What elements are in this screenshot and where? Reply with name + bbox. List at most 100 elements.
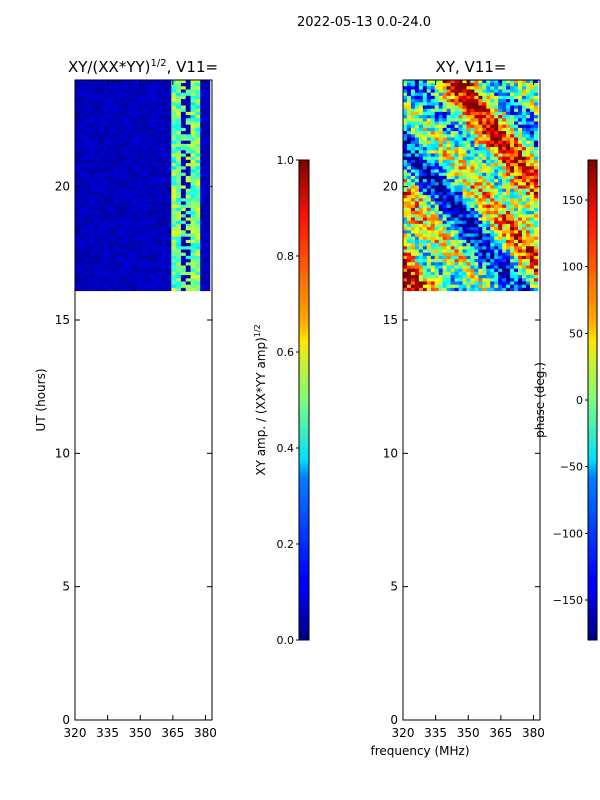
heatmap-cell xyxy=(156,114,163,119)
heatmap-cell xyxy=(161,258,167,263)
heatmap-cell xyxy=(462,204,467,208)
heatmap-cell xyxy=(137,261,143,266)
heatmap-cell xyxy=(442,220,448,224)
heatmap-cell xyxy=(171,226,177,231)
heatmap-cell xyxy=(142,255,148,260)
heatmap-cell xyxy=(403,101,408,106)
heatmap-cell xyxy=(418,229,424,234)
heatmap-cell xyxy=(486,271,491,276)
heatmap-cell xyxy=(518,197,523,202)
heatmap-cell xyxy=(142,175,148,180)
heatmap-cell xyxy=(99,169,105,173)
heatmap-cell xyxy=(470,137,475,141)
heatmap-cell xyxy=(414,229,420,234)
heatmap-cell xyxy=(176,191,182,196)
heatmap-cell xyxy=(84,239,90,244)
heatmap-cell xyxy=(152,258,158,263)
heatmap-cell xyxy=(185,124,191,128)
heatmap-cell xyxy=(99,233,105,237)
heatmap-cell xyxy=(137,178,143,183)
heatmap-cell xyxy=(474,149,479,154)
heatmap-cell xyxy=(414,277,420,282)
heatmap-cell xyxy=(147,178,153,183)
heatmap-cell xyxy=(166,229,172,234)
heatmap-cell xyxy=(426,85,432,90)
heatmap-cell xyxy=(152,210,158,215)
heatmap-cell xyxy=(502,284,507,288)
heatmap-cell xyxy=(123,258,129,263)
heatmap-cell xyxy=(486,245,491,250)
heatmap-cell xyxy=(142,89,148,93)
heatmap-cell xyxy=(113,242,119,247)
heatmap-cell xyxy=(166,101,172,106)
heatmap-cell xyxy=(142,146,148,151)
heatmap-cell xyxy=(514,178,519,183)
heatmap-cell xyxy=(502,181,507,186)
heatmap-cell xyxy=(127,111,134,116)
heatmap-cell xyxy=(442,204,448,208)
heatmap-cell xyxy=(462,239,467,244)
heatmap-cell xyxy=(478,140,483,144)
heatmap-cell xyxy=(510,140,515,144)
heatmap-cell xyxy=(200,101,206,106)
heatmap-cell xyxy=(478,79,483,84)
heatmap-cell xyxy=(142,79,148,84)
heatmap-cell xyxy=(152,181,158,186)
heatmap-cell xyxy=(525,281,531,285)
heatmap-cell xyxy=(529,229,535,234)
heatmap-cell xyxy=(406,223,412,228)
heatmap-cell xyxy=(108,268,114,272)
heatmap-cell xyxy=(142,261,148,266)
heatmap-cell xyxy=(195,210,201,215)
heatmap-cell xyxy=(462,249,467,253)
heatmap-cell xyxy=(195,245,201,250)
heatmap-cell xyxy=(490,229,495,234)
heatmap-cell xyxy=(529,124,535,128)
heatmap-cell xyxy=(406,133,412,138)
heatmap-cell xyxy=(466,175,471,180)
heatmap-cell xyxy=(502,207,507,212)
heatmap-cell xyxy=(200,105,206,109)
heatmap-cell xyxy=(506,89,511,93)
heatmap-cell xyxy=(79,277,86,282)
heatmap-cell xyxy=(205,137,211,141)
heatmap-cell xyxy=(176,249,182,253)
heatmap-cell xyxy=(147,265,153,269)
heatmap-cell xyxy=(89,261,95,266)
heatmap-cell xyxy=(422,89,428,93)
colorbar-tick-label: 0.0 xyxy=(277,634,295,647)
heatmap-cell xyxy=(142,223,148,228)
colorbar-tick-label: 0.8 xyxy=(277,250,295,263)
heatmap-cell xyxy=(94,143,100,148)
heatmap-cell xyxy=(450,201,455,205)
heatmap-cell xyxy=(195,194,201,199)
heatmap-cell xyxy=(506,130,511,135)
heatmap-cell xyxy=(474,117,479,122)
heatmap-cell xyxy=(205,213,211,218)
heatmap-cell xyxy=(200,249,206,253)
heatmap-cell xyxy=(434,89,440,93)
heatmap-cell xyxy=(200,185,206,189)
heatmap-cell xyxy=(403,255,408,260)
heatmap-cell xyxy=(79,265,86,269)
heatmap-cell xyxy=(132,220,138,224)
heatmap-cell xyxy=(494,117,499,122)
heatmap-cell xyxy=(490,85,495,90)
heatmap-cell xyxy=(498,191,503,196)
heatmap-cell xyxy=(502,140,507,144)
heatmap-cell xyxy=(89,207,95,212)
heatmap-cell xyxy=(533,172,539,176)
heatmap-cell xyxy=(156,105,163,109)
heatmap-cell xyxy=(454,204,459,208)
heatmap-cell xyxy=(426,82,432,87)
heatmap-cell xyxy=(403,258,408,263)
heatmap-cell xyxy=(438,133,444,138)
heatmap-cell xyxy=(458,82,463,87)
heatmap-cell xyxy=(490,287,495,292)
heatmap-cell xyxy=(418,185,424,189)
heatmap-cell xyxy=(205,233,211,237)
heatmap-cell xyxy=(410,149,416,154)
heatmap-cell xyxy=(410,124,416,128)
heatmap-cell xyxy=(414,265,420,269)
heatmap-cell xyxy=(152,226,158,231)
